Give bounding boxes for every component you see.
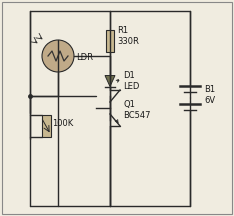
Text: 100K: 100K (52, 119, 73, 129)
Bar (41, 115, 51, 137)
Text: LDR: LDR (76, 54, 93, 62)
Circle shape (42, 40, 74, 72)
Text: B1
6V: B1 6V (204, 85, 215, 105)
Text: R1
330R: R1 330R (117, 26, 139, 46)
Bar (106, 30, 114, 52)
Polygon shape (105, 76, 115, 86)
Text: D1
LED: D1 LED (123, 71, 139, 91)
Text: Q1
BC547: Q1 BC547 (123, 100, 150, 120)
